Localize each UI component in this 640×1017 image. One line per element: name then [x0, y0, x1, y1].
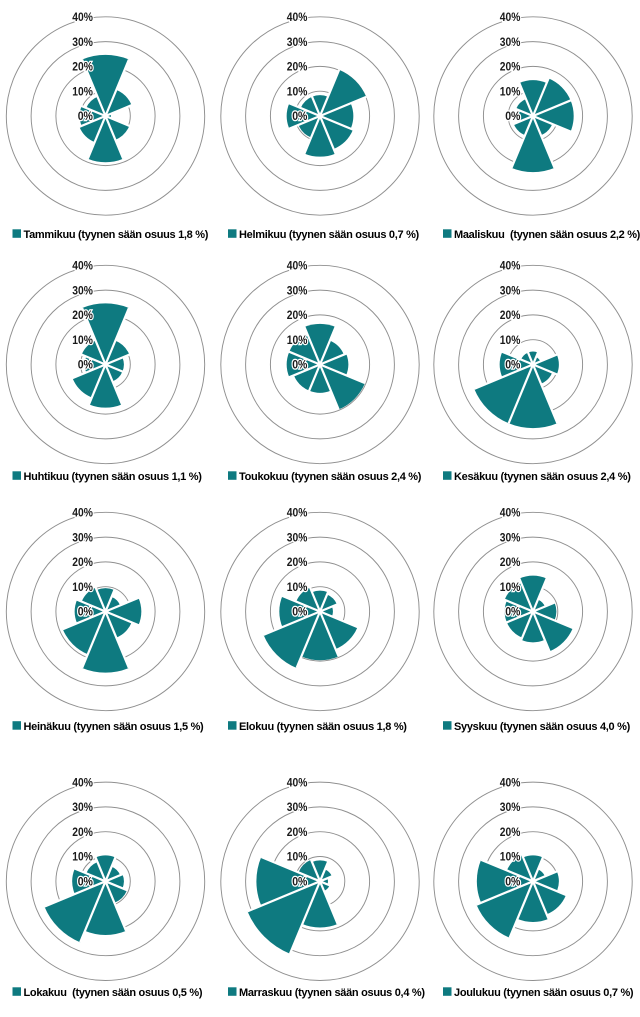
svg-text:10%: 10% — [72, 84, 93, 98]
svg-text:0%: 0% — [505, 605, 520, 619]
svg-text:Tammikuu (tyynen sään osuus 1,: Tammikuu (tyynen sään osuus 1,8 %) — [24, 229, 209, 241]
svg-text:20%: 20% — [500, 555, 521, 569]
svg-text:Syyskuu (tyynen sään osuus 4,0: Syyskuu (tyynen sään osuus 4,0 %) — [454, 721, 631, 733]
svg-text:40%: 40% — [500, 10, 521, 24]
svg-text:20%: 20% — [500, 825, 521, 839]
svg-text:10%: 10% — [72, 850, 93, 864]
svg-text:40%: 40% — [500, 259, 521, 273]
svg-text:Heinäkuu (tyynen sään osuus 1,: Heinäkuu (tyynen sään osuus 1,5 %) — [24, 721, 205, 733]
svg-text:10%: 10% — [287, 850, 308, 864]
svg-text:0%: 0% — [78, 109, 93, 123]
svg-text:40%: 40% — [287, 10, 308, 24]
svg-text:0%: 0% — [505, 875, 520, 889]
svg-text:10%: 10% — [500, 333, 521, 347]
svg-text:Maaliskuu (tyynen sään osuus: Maaliskuu (tyynen sään osuus 2,2 %) — [454, 229, 640, 241]
svg-text:10%: 10% — [287, 333, 308, 347]
svg-text:30%: 30% — [72, 530, 93, 544]
svg-text:Lokakuu (tyynen sään osuus 0,: Lokakuu (tyynen sään osuus 0,5 %) — [24, 987, 203, 999]
svg-text:0%: 0% — [78, 605, 93, 619]
svg-text:0%: 0% — [292, 358, 307, 372]
svg-text:40%: 40% — [72, 775, 93, 789]
svg-text:Toukokuu (tyynen sään osuus 2,: Toukokuu (tyynen sään osuus 2,4 %) — [239, 471, 422, 483]
svg-text:20%: 20% — [72, 60, 93, 74]
svg-text:30%: 30% — [287, 35, 308, 49]
svg-text:0%: 0% — [78, 358, 93, 372]
svg-text:40%: 40% — [287, 775, 308, 789]
svg-text:40%: 40% — [500, 506, 521, 520]
svg-text:20%: 20% — [72, 555, 93, 569]
svg-text:Huhtikuu (tyynen sään osuus 1,: Huhtikuu (tyynen sään osuus 1,1 %) — [24, 471, 203, 483]
svg-text:20%: 20% — [72, 308, 93, 322]
svg-text:Elokuu (tyynen sään osuus 1,8: Elokuu (tyynen sään osuus 1,8 %) — [239, 721, 407, 733]
svg-text:20%: 20% — [287, 555, 308, 569]
svg-text:Joulukuu (tyynen sään osuus 0,: Joulukuu (tyynen sään osuus 0,7 %) — [454, 987, 634, 999]
svg-text:30%: 30% — [287, 530, 308, 544]
svg-text:30%: 30% — [72, 35, 93, 49]
svg-text:40%: 40% — [72, 10, 93, 24]
svg-text:40%: 40% — [287, 259, 308, 273]
svg-text:Helmikuu (tyynen sään osuus 0,: Helmikuu (tyynen sään osuus 0,7 %) — [239, 229, 420, 241]
svg-text:10%: 10% — [72, 580, 93, 594]
svg-text:30%: 30% — [500, 800, 521, 814]
svg-text:Kesäkuu (tyynen sään osuus 2,4: Kesäkuu (tyynen sään osuus 2,4 %) — [454, 471, 631, 483]
svg-text:20%: 20% — [500, 308, 521, 322]
svg-text:10%: 10% — [287, 84, 308, 98]
svg-text:10%: 10% — [500, 850, 521, 864]
svg-text:10%: 10% — [500, 84, 521, 98]
svg-text:10%: 10% — [500, 580, 521, 594]
svg-text:30%: 30% — [287, 283, 308, 297]
svg-text:0%: 0% — [292, 605, 307, 619]
svg-text:30%: 30% — [500, 283, 521, 297]
svg-text:20%: 20% — [287, 308, 308, 322]
svg-text:30%: 30% — [287, 800, 308, 814]
svg-text:30%: 30% — [72, 283, 93, 297]
svg-text:0%: 0% — [292, 875, 307, 889]
svg-text:10%: 10% — [72, 333, 93, 347]
svg-text:0%: 0% — [78, 875, 93, 889]
svg-text:20%: 20% — [287, 60, 308, 74]
svg-text:30%: 30% — [500, 530, 521, 544]
svg-text:0%: 0% — [292, 109, 307, 123]
svg-text:Marraskuu (tyynen sään osuus 0: Marraskuu (tyynen sään osuus 0,4 %) — [239, 987, 425, 999]
svg-text:0%: 0% — [505, 358, 520, 372]
svg-text:40%: 40% — [500, 775, 521, 789]
svg-text:30%: 30% — [72, 800, 93, 814]
svg-text:20%: 20% — [287, 825, 308, 839]
svg-text:10%: 10% — [287, 580, 308, 594]
svg-text:40%: 40% — [72, 506, 93, 520]
svg-text:40%: 40% — [287, 506, 308, 520]
svg-text:40%: 40% — [72, 259, 93, 273]
svg-text:20%: 20% — [72, 825, 93, 839]
svg-text:20%: 20% — [500, 60, 521, 74]
svg-text:0%: 0% — [505, 109, 520, 123]
svg-text:30%: 30% — [500, 35, 521, 49]
